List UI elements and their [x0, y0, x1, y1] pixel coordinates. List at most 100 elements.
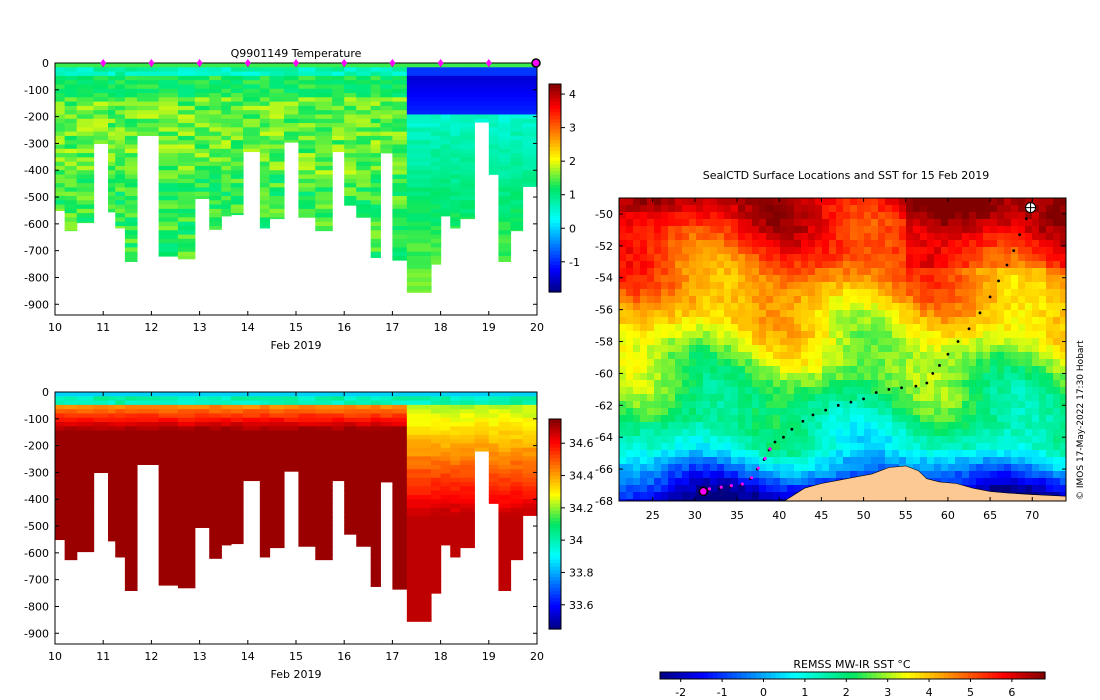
sst-cell [934, 219, 942, 227]
sst-cell [1025, 212, 1033, 220]
section-cell [370, 516, 381, 522]
sst-cell [997, 359, 1005, 367]
section-cell [510, 75, 524, 81]
section-cell [430, 404, 442, 410]
section-cell [315, 413, 333, 419]
section-cell [108, 473, 116, 479]
sst-cell [780, 303, 788, 311]
sst-cell [717, 338, 725, 346]
sst-cell [997, 198, 1005, 206]
sst-cell [808, 345, 816, 353]
section-cell [76, 208, 95, 214]
section-cell [370, 404, 381, 410]
sst-cell [759, 289, 767, 297]
sst-cell [1018, 401, 1026, 409]
sst-cell [815, 408, 823, 416]
section-cell [522, 183, 537, 187]
sst-cell [871, 380, 879, 388]
section-cell [259, 84, 271, 90]
section-cell [108, 187, 116, 193]
section-cell [115, 512, 126, 517]
sst-cell [962, 331, 970, 339]
section-cell [269, 105, 285, 111]
section-cell [459, 191, 475, 197]
section-cell [55, 524, 66, 530]
sst-cell [906, 303, 914, 311]
sst-cell [661, 352, 669, 360]
sst-cell [962, 359, 970, 367]
section-cell [450, 464, 461, 470]
section-cell [177, 439, 196, 445]
sst-cell [759, 352, 767, 360]
sst-cell [1011, 289, 1019, 297]
sst-cell [1053, 247, 1061, 255]
sst-cell [1004, 352, 1012, 360]
sst-cell [773, 219, 781, 227]
sst-cell [710, 331, 718, 339]
sst-cell [815, 198, 823, 206]
section-cell [230, 409, 244, 415]
section-cell [370, 221, 381, 227]
sst-cell [906, 275, 914, 283]
sst-cell [997, 317, 1005, 325]
sst-cell [773, 415, 781, 423]
sst-cell [997, 205, 1005, 213]
colorbar-swatch [549, 271, 561, 276]
section-cell [64, 153, 78, 158]
section-cell [498, 114, 512, 120]
sst-cell [1046, 254, 1054, 262]
sst-cell [983, 212, 991, 220]
x-tick-label: 13 [193, 650, 207, 663]
sst-cell [1053, 345, 1061, 353]
section-cell [115, 443, 126, 449]
sst-cell [864, 212, 872, 220]
sst-cell [836, 205, 844, 213]
sst-cell [843, 219, 851, 227]
sst-cell [710, 212, 718, 220]
section-cell [93, 105, 109, 111]
section-cell [522, 426, 537, 432]
section-cell [392, 580, 408, 586]
sst-cell [955, 380, 963, 388]
sst-cell [696, 254, 704, 262]
sst-cell [927, 275, 935, 283]
sst-cell [892, 338, 900, 346]
section-cell [406, 260, 432, 266]
section-cell [55, 88, 66, 94]
sst-cell [745, 310, 753, 318]
sst-cell [1060, 233, 1066, 241]
section-cell [269, 499, 285, 505]
section-cell [498, 191, 512, 197]
section-cell [93, 88, 109, 94]
section-cell [177, 71, 196, 77]
section-cell [298, 520, 316, 526]
sst-cell [710, 401, 718, 409]
sst-cell [976, 359, 984, 367]
section-cell [242, 456, 261, 462]
section-cell [55, 200, 66, 206]
sst-cell [745, 401, 753, 409]
section-cell [459, 131, 475, 137]
section-cell [230, 71, 244, 77]
section-cell [269, 396, 285, 402]
sst-cell [990, 324, 998, 332]
section-cell [440, 67, 451, 73]
sst-cell [689, 219, 697, 227]
section-cell [298, 422, 316, 427]
sst-cell [794, 422, 802, 430]
sst-cell [794, 268, 802, 276]
section-cell [430, 174, 442, 180]
section-cell [136, 88, 160, 94]
sst-cell [780, 415, 788, 423]
section-cell [209, 140, 222, 146]
section-cell [64, 93, 78, 98]
section-cell [430, 256, 442, 261]
section-cell [522, 443, 537, 449]
sst-cell [745, 422, 753, 430]
x-tick-label: 16 [337, 650, 351, 663]
section-cell [298, 430, 316, 436]
section-cell [298, 477, 316, 483]
section-cell [158, 101, 179, 107]
x-tick-label: 11 [96, 650, 110, 663]
section-cell [209, 400, 222, 406]
